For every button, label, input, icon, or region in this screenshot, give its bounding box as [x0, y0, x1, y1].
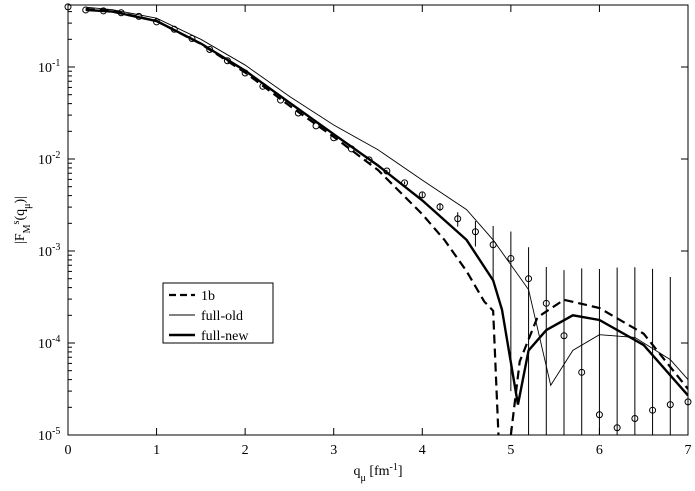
data-point [312, 122, 320, 130]
x-axis-label-part: q [353, 464, 360, 479]
x-axis-label-part: μ [360, 473, 365, 484]
data-point [153, 18, 161, 26]
data-point [330, 134, 338, 142]
y-tick-base: 10 [38, 61, 52, 76]
data-point [82, 6, 90, 14]
y-tick-exponent: -5 [52, 426, 60, 437]
y-tick-base: 10 [38, 245, 52, 260]
data-point [471, 228, 479, 236]
data-point [223, 57, 231, 65]
y-tick-label: 10-3 [38, 242, 60, 260]
legend-label: 1b [201, 289, 215, 304]
data-point [170, 25, 178, 33]
data-point [117, 9, 125, 17]
data-point [206, 45, 214, 53]
x-tick-label: 2 [242, 443, 249, 458]
data-point [684, 398, 692, 406]
data-point [631, 415, 639, 423]
data-point [560, 332, 568, 340]
plot-area [85, 6, 688, 435]
x-tick-label: 5 [507, 443, 514, 458]
data-point [241, 69, 249, 77]
y-tick-exponent: -4 [52, 334, 60, 345]
x-axis-label-part: -1 [390, 462, 398, 473]
data-point [99, 7, 107, 15]
legend-label: full-new [201, 329, 249, 344]
x-axis-label-part: ] [398, 464, 403, 479]
data-point [418, 191, 426, 199]
data-point [64, 3, 72, 11]
y-axis-label: |FMs(qμ)| [11, 196, 33, 244]
data-point [507, 254, 515, 262]
plot-frame [67, 4, 689, 436]
x-tick-label: 1 [153, 443, 160, 458]
x-tick-label: 6 [596, 443, 603, 458]
y-axis-label-part: )| [13, 196, 28, 203]
y-axis-label-part: s [11, 220, 22, 224]
x-tick-label: 3 [330, 443, 337, 458]
data-point [188, 35, 196, 43]
data-point [649, 406, 657, 414]
y-axis-label-part: M [22, 224, 33, 233]
data-point [578, 368, 586, 376]
x-tick-label: 7 [685, 443, 692, 458]
data-point [365, 156, 373, 164]
y-tick-label: 10-1 [38, 58, 60, 76]
x-axis-label-part: [fm [366, 464, 390, 479]
x-tick-label: 0 [65, 443, 72, 458]
data-point [489, 241, 497, 249]
y-tick-label: 10-2 [38, 150, 60, 168]
y-tick-base: 10 [38, 429, 52, 444]
data-point [613, 424, 621, 432]
y-tick-label: 10-4 [38, 334, 60, 352]
data-point [542, 299, 550, 307]
data-point [347, 145, 355, 153]
series-line [85, 7, 688, 435]
y-tick-exponent: -3 [52, 242, 60, 253]
data-point [401, 179, 409, 187]
data-point [277, 96, 285, 104]
x-axis-label: qμ [fm-1] [353, 462, 402, 484]
y-tick-base: 10 [38, 153, 52, 168]
data-point [383, 167, 391, 175]
data-point [436, 203, 444, 211]
y-tick-exponent: -1 [52, 58, 60, 69]
data-point [595, 411, 603, 419]
data-point [135, 12, 143, 20]
data-point [294, 109, 302, 117]
legend-box [162, 282, 274, 344]
y-axis-label-part: |F [13, 233, 28, 244]
series-line [85, 8, 688, 405]
data-point [259, 82, 267, 90]
x-tick-label: 4 [419, 443, 426, 458]
data-point [666, 401, 674, 409]
y-tick-label: 10-5 [38, 426, 60, 444]
y-axis-label-part: (q [13, 209, 28, 221]
data-point [525, 275, 533, 283]
y-tick-exponent: -2 [52, 150, 60, 161]
data-point [454, 215, 462, 223]
y-axis-label-part: μ [22, 204, 33, 209]
y-tick-base: 10 [38, 337, 52, 352]
legend-label: full-old [201, 309, 243, 324]
